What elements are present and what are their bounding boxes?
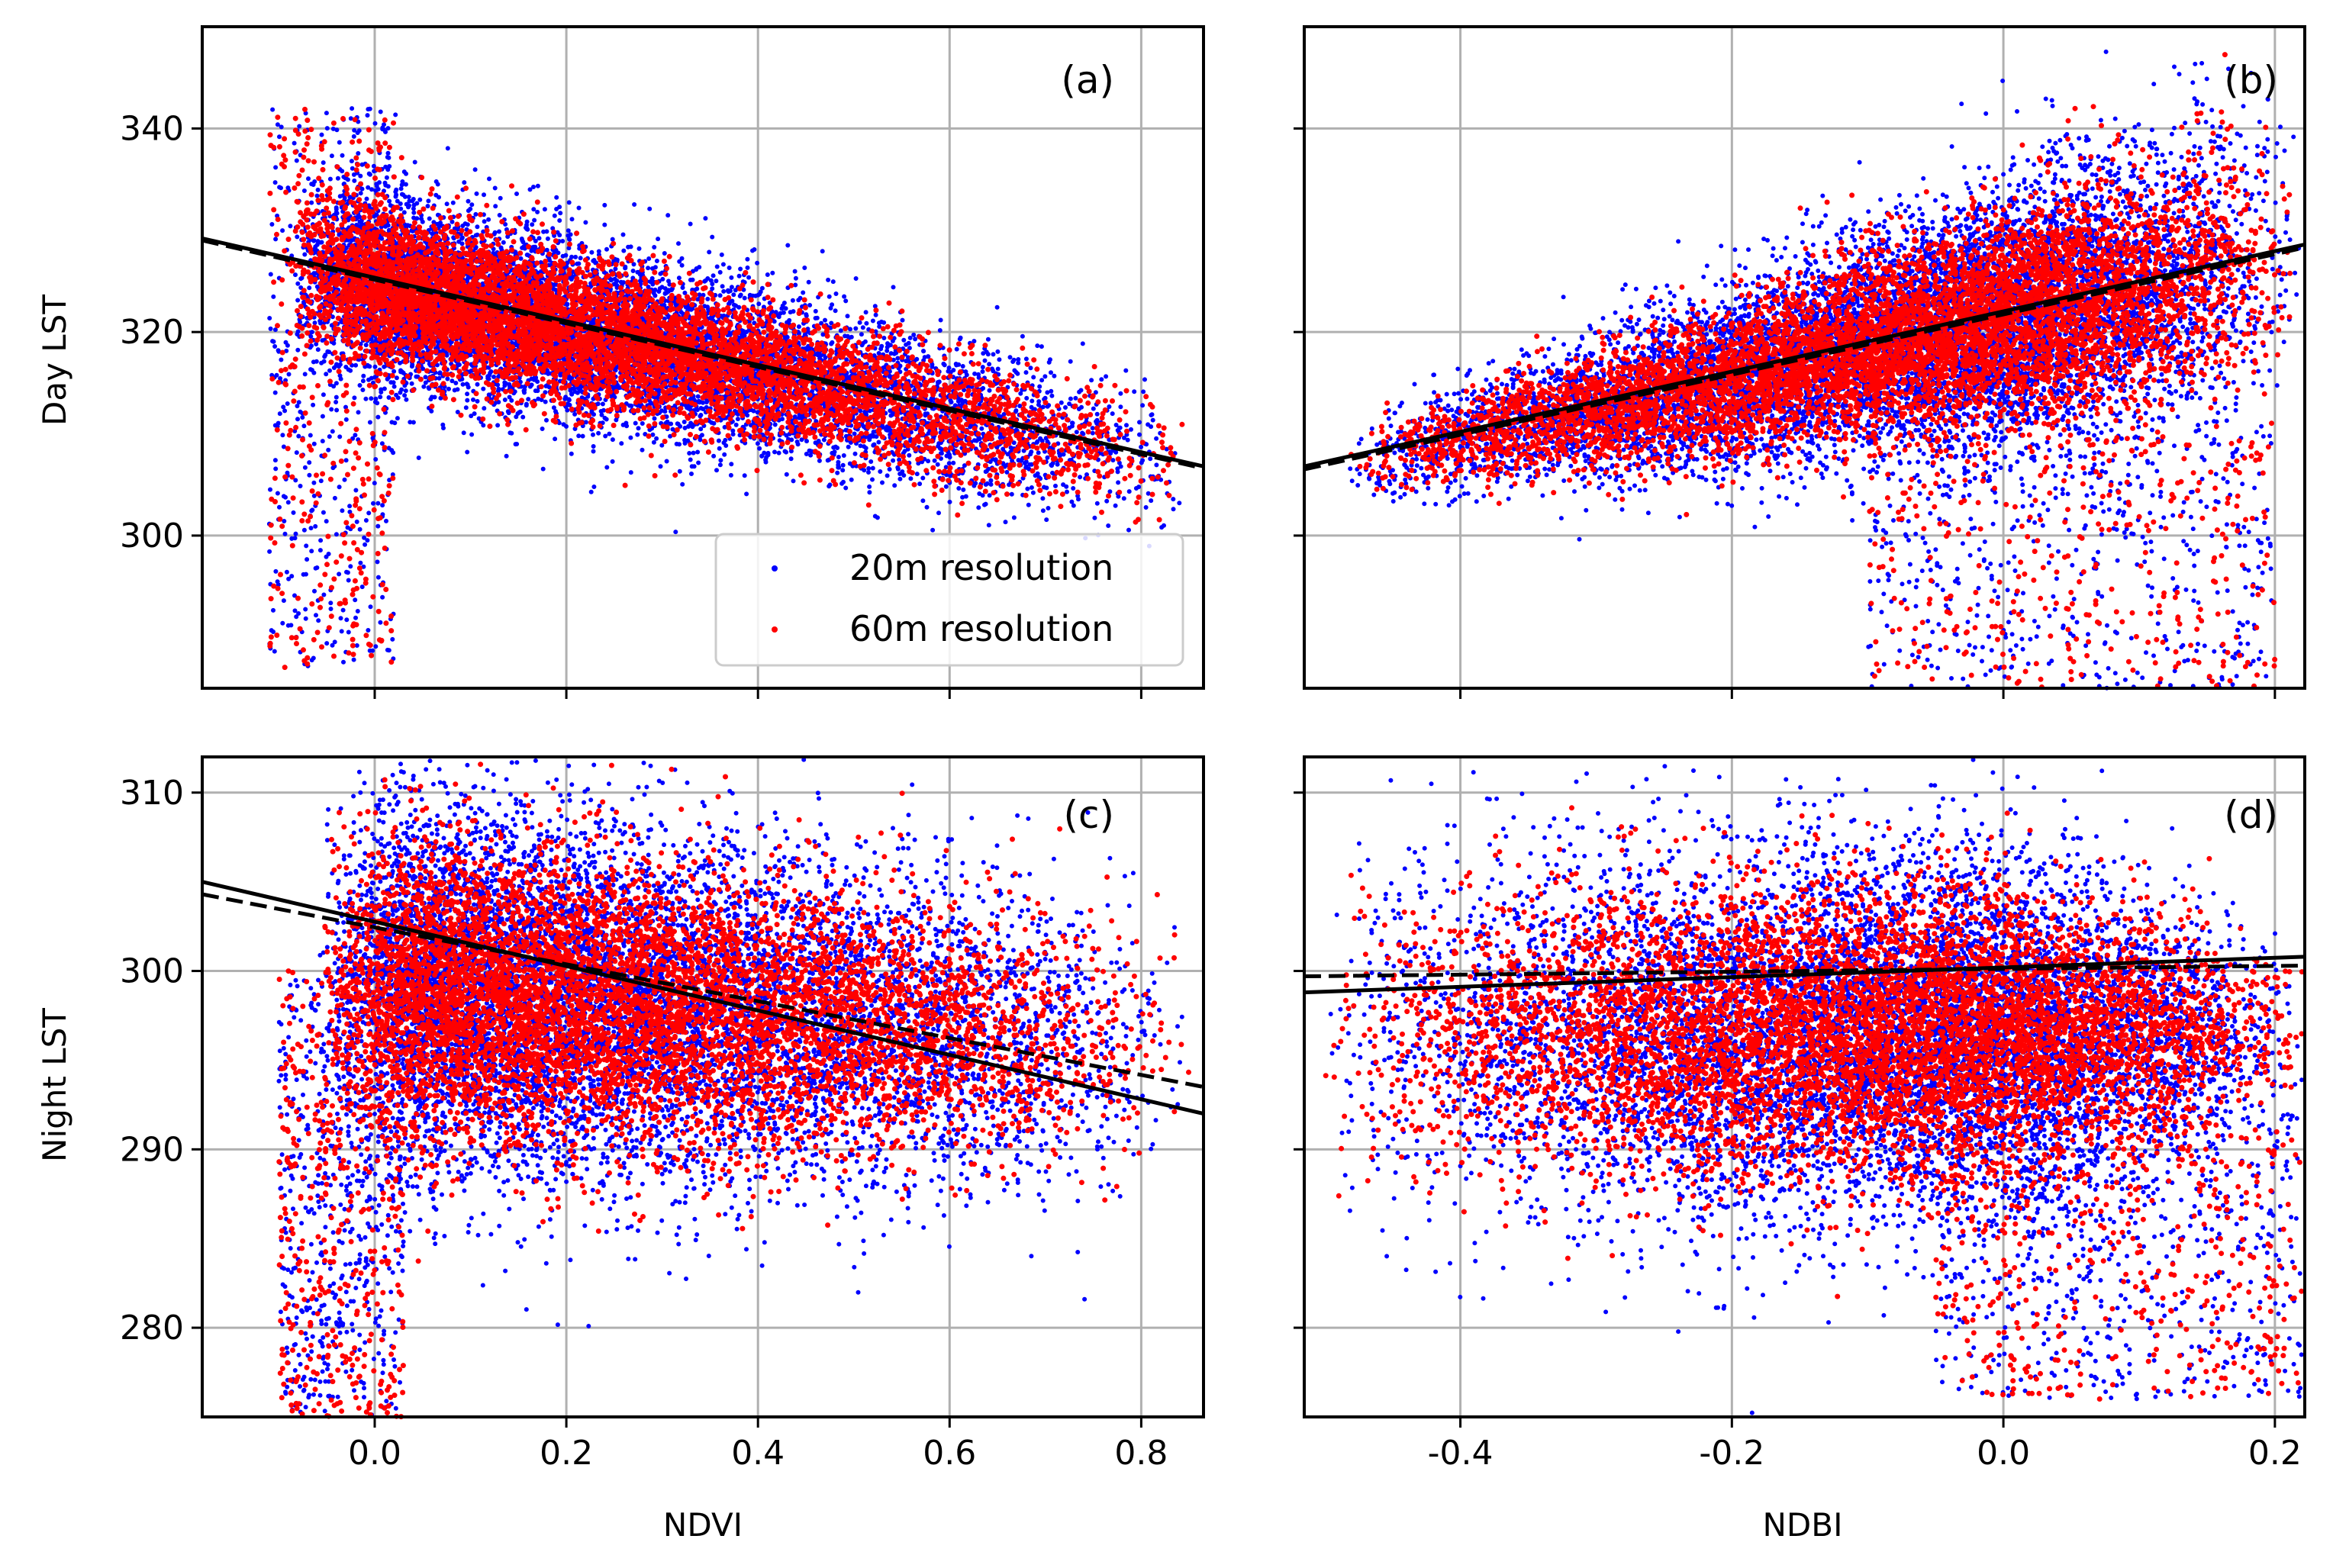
panel-c-ytick-label-3: 310 — [120, 774, 184, 813]
panel-d-xtick-label-2: 0.0 — [1977, 1434, 2030, 1473]
panel-b-tag: (b) — [2224, 58, 2278, 102]
legend: 20m resolution 60m resolution — [716, 534, 1183, 665]
legend-label-20m: 20m resolution — [849, 547, 1113, 588]
panel-d-xtick-label-0: -0.4 — [1428, 1434, 1494, 1473]
legend-marker-60m — [772, 626, 778, 633]
panel-c-xtick-label-4: 0.8 — [1114, 1434, 1168, 1473]
panel-c-xlabel: NDVI — [663, 1506, 743, 1544]
panel-a-ytick-label-2: 340 — [120, 109, 184, 148]
panel-a-ytick-label-0: 300 — [120, 517, 184, 555]
figure: 300 320 340 (a) Day LST 20m resolution 60m… — [0, 0, 2333, 1568]
panel-c-xtick-label-3: 0.6 — [923, 1434, 976, 1473]
legend-marker-20m — [772, 565, 778, 571]
legend-label-60m: 60m resolution — [849, 608, 1113, 649]
panel-c-ylabel: Night LST — [36, 1008, 73, 1162]
panel-c-xtick-label-1: 0.2 — [540, 1434, 593, 1473]
panel-c-xtick-label-2: 0.4 — [731, 1434, 785, 1473]
panel-a-ytick-label-1: 320 — [120, 313, 184, 352]
panel-c-ytick-label-0: 280 — [120, 1309, 184, 1347]
panel-c-ytick-label-1: 290 — [120, 1130, 184, 1169]
panel-a-tag: (a) — [1061, 58, 1114, 102]
panel-d-xtick-label-1: -0.2 — [1699, 1434, 1764, 1473]
panel-c-tag: (c) — [1063, 793, 1114, 837]
panel-d-xtick-label-3: 0.2 — [2248, 1434, 2302, 1473]
panel-d-xlabel: NDBI — [1763, 1506, 1843, 1544]
panel-c-xtick-label-0: 0.0 — [348, 1434, 401, 1473]
panel-c-ytick-label-2: 300 — [120, 952, 184, 991]
panel-d-tag: (d) — [2224, 793, 2278, 837]
panel-a-ylabel: Day LST — [36, 295, 73, 426]
